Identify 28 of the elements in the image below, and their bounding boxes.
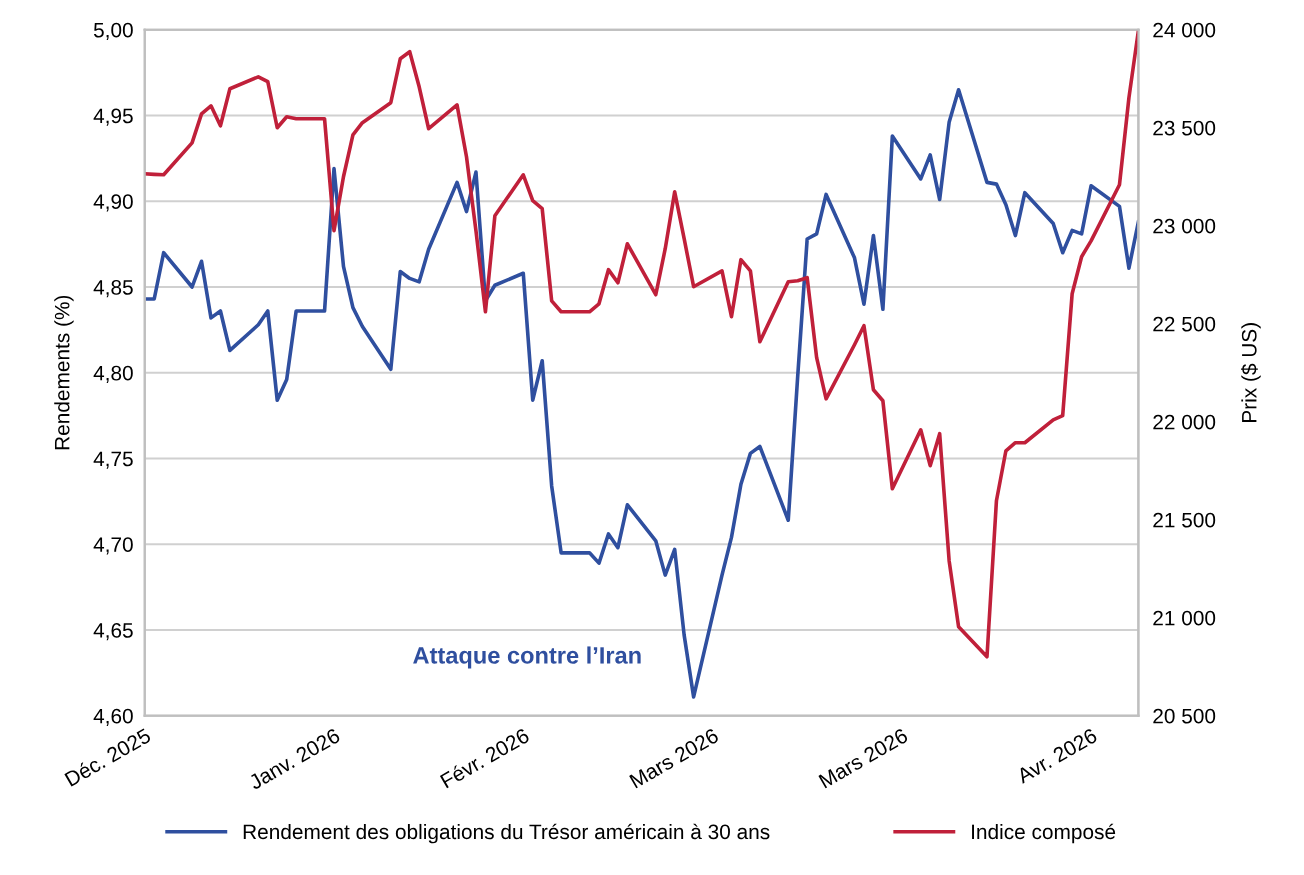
x-tick-label: Avr. 2026 (1015, 727, 1098, 784)
legend-label: Rendement des obligations du Trésor américain à 30 ans (243, 823, 770, 844)
y2-tick-label: 22 000 (1153, 414, 1216, 430)
y-tick-label: 4,90 (93, 194, 133, 212)
y2-tick-label: 23 500 (1153, 120, 1216, 136)
legend-label: Indice composé (972, 823, 1116, 844)
y2-tick-label: 22 500 (1153, 316, 1216, 332)
y2-axis-title: Prix ($ US) (1240, 323, 1261, 422)
y-tick-label: 4,75 (93, 451, 133, 469)
y-tick-label: 4,85 (93, 280, 133, 298)
x-tick-label: Mars 2026 (629, 727, 720, 789)
x-tick-label: Févr. 2026 (439, 727, 531, 789)
y-tick-label: 5,00 (93, 22, 133, 40)
y2-tick-label: 23 000 (1153, 218, 1216, 234)
y-axis-title: Rendements (%) (54, 295, 74, 450)
y2-tick-label: 24 000 (1153, 22, 1216, 38)
y-tick-label: 4,60 (93, 708, 133, 726)
y2-tick-label: 21 000 (1153, 610, 1216, 626)
x-tick-label: Mars 2026 (818, 727, 909, 789)
y2-tick-label: 21 500 (1153, 512, 1216, 528)
y-tick-label: 4,95 (93, 108, 133, 126)
y-tick-label: 4,65 (93, 623, 133, 641)
y2-tick-label: 20 500 (1153, 708, 1216, 724)
x-tick-label: Janv. 2026 (247, 727, 341, 791)
x-tick-label: Déc. 2025 (63, 727, 152, 787)
y-tick-label: 4,80 (93, 365, 133, 383)
y-tick-label: 4,70 (93, 537, 133, 555)
annotation: Attaque contre l’Iran (413, 646, 641, 669)
